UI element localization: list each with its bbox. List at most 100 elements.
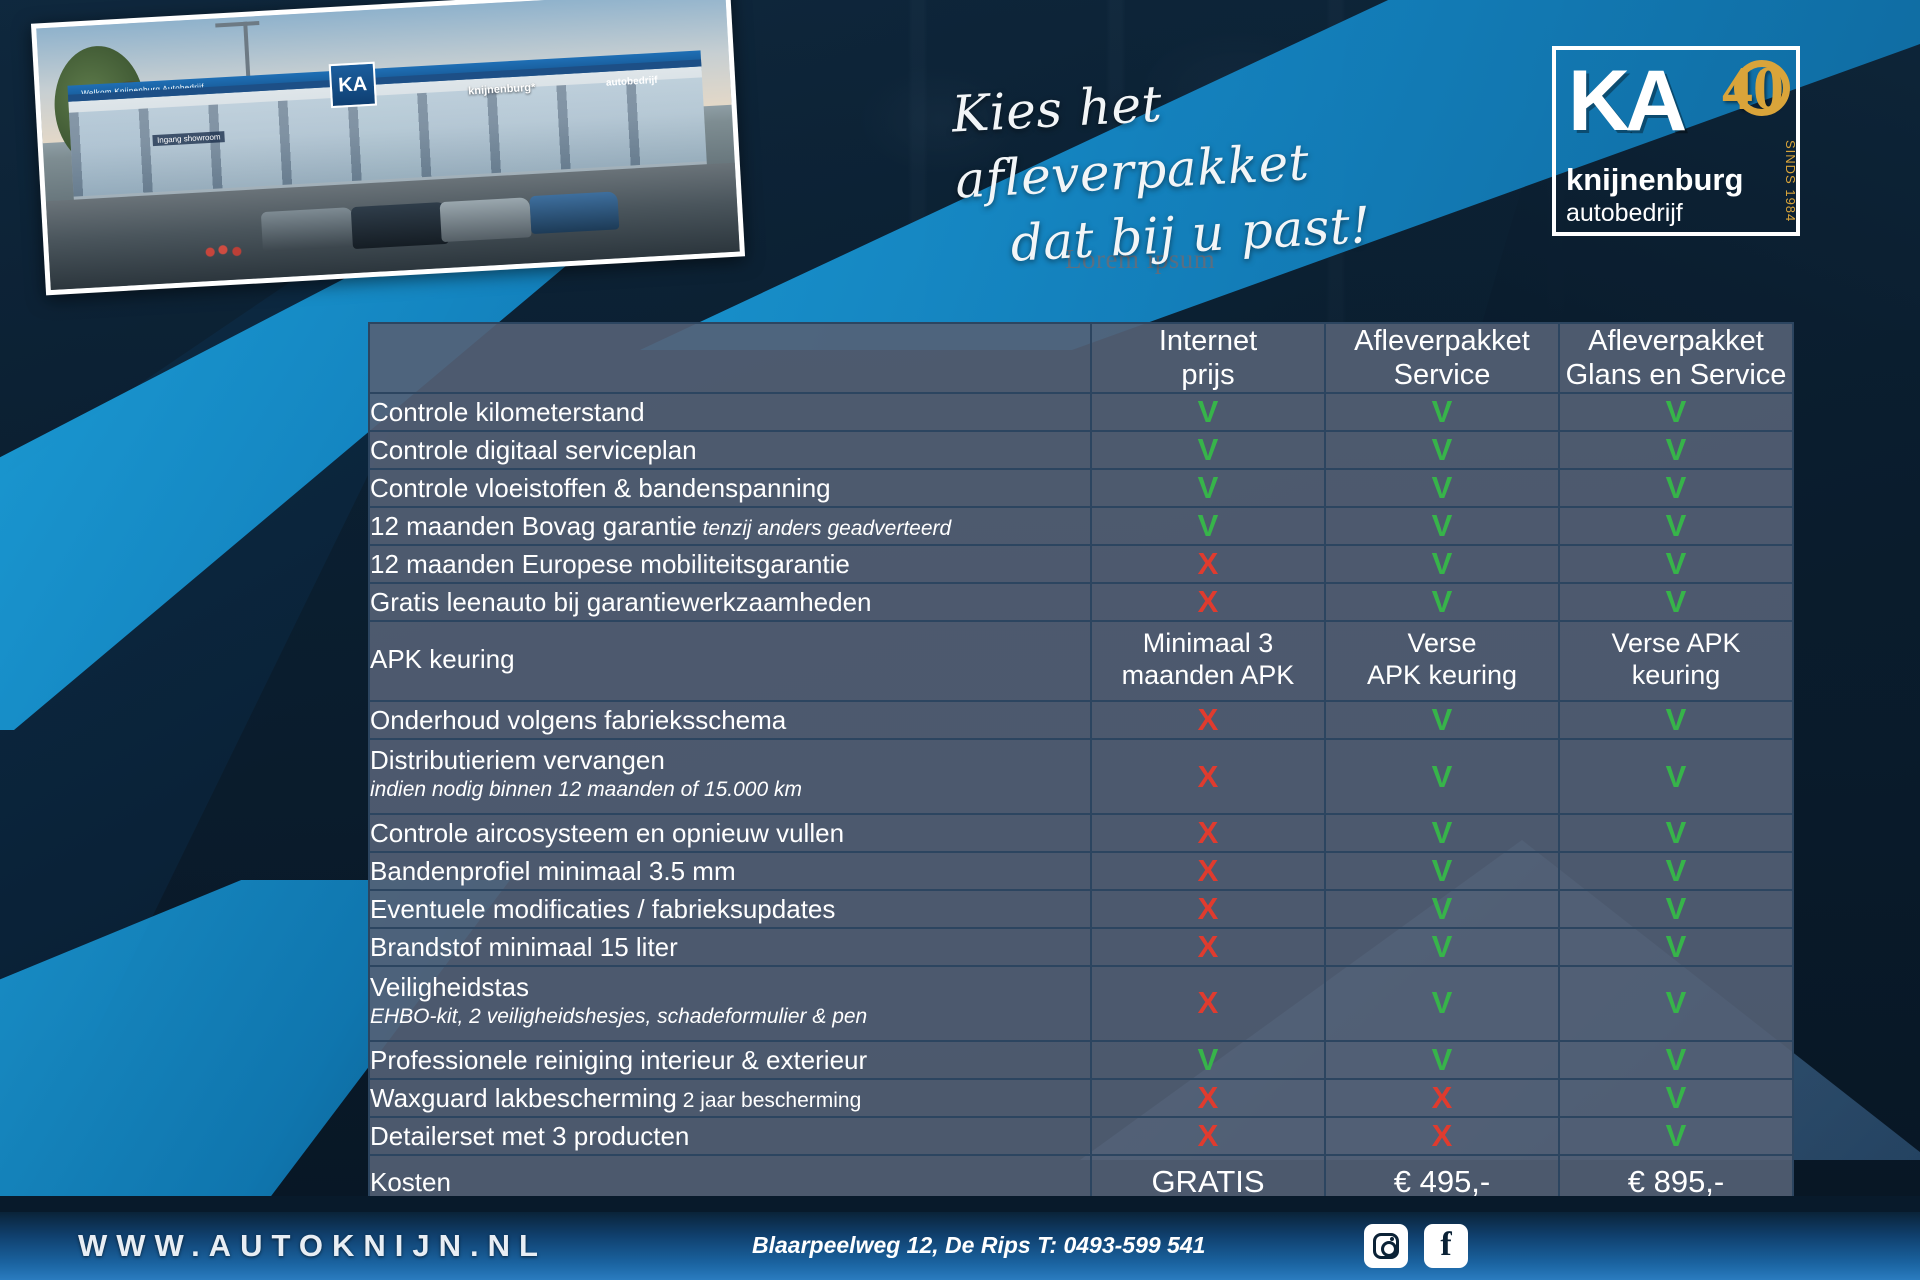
row-value-text: Verse APK keuring: [1324, 620, 1560, 703]
table-body: Controle kilometerstand V V V Controle digit…: [368, 392, 1794, 1212]
feature-text: Controle kilometerstand: [370, 397, 645, 428]
check-mark-icon: V: [1558, 582, 1794, 623]
feature-sub-note: indien nodig binnen 12 maanden of 15.000…: [370, 777, 802, 801]
feature-text: Brandstof minimaal 15 liter: [370, 931, 678, 962]
check-mark-icon: V: [1324, 813, 1560, 853]
header-afleverpakket-glans-service: Afleverpakket Glans en Service: [1558, 321, 1794, 395]
cross-mark-icon: X: [1324, 1115, 1560, 1156]
logo-sinds-text: SINDS 1984: [1783, 139, 1798, 222]
row-feature-label: Distributieriem vervangen indien nodig bi…: [368, 738, 1092, 815]
check-mark-icon: V: [1558, 965, 1794, 1042]
logo-anniversary-40: 40: [1722, 54, 1790, 125]
table-row: Onderhoud volgens fabrieksschema X V V: [368, 700, 1794, 741]
headline-line-1: Kies het afleverpakket: [950, 74, 1311, 210]
table-row: APK keuring Minimaal 3 maanden APK Verse APK…: [368, 620, 1794, 703]
feature-text: Waxguard lakbescherming: [370, 1082, 677, 1113]
cross-mark-icon: X: [1324, 1077, 1560, 1118]
cross-mark-icon: X: [1090, 927, 1326, 967]
header-glans-line1: Afleverpakket: [1588, 325, 1764, 357]
check-mark-icon: V: [1558, 851, 1794, 891]
row-feature-label: Professionele reiniging interieur & exte…: [368, 1039, 1092, 1080]
row-value-line: Verse: [1407, 628, 1477, 659]
row-value-line: APK keuring: [1366, 660, 1518, 691]
check-mark-icon: V: [1558, 544, 1794, 585]
row-feature-label: Controle aircosysteem en opnieuw vullen: [368, 813, 1092, 853]
feature-text: Eventuele modificaties / fabrieksupdates: [370, 893, 836, 924]
row-feature-label: Waxguard lakbescherming 2 jaar beschermi…: [368, 1077, 1092, 1118]
check-mark-icon: V: [1324, 738, 1560, 815]
feature-text: Controle aircosysteem en opnieuw vullen: [370, 817, 845, 848]
instagram-icon[interactable]: [1364, 1224, 1408, 1268]
cross-mark-icon: X: [1090, 889, 1326, 929]
table-row: Detailerset met 3 producten X X V: [368, 1115, 1794, 1156]
row-feature-label: Controle kilometerstand: [368, 392, 1092, 433]
row-feature-label: Controle digitaal serviceplan: [368, 430, 1092, 471]
check-mark-icon: V: [1558, 1115, 1794, 1156]
feature-sub-note: EHBO-kit, 2 veiligheidshesjes, schadefor…: [370, 1004, 868, 1028]
header-internet-prijs: Internet prijs: [1090, 321, 1326, 395]
row-feature-label: Onderhoud volgens fabrieksschema: [368, 700, 1092, 741]
footer-website-url[interactable]: WWW.AUTOKNIJN.NL: [78, 1228, 547, 1263]
footer-bar: [0, 1212, 1920, 1280]
check-mark-icon: V: [1558, 1077, 1794, 1118]
feature-text: Veiligheidstas: [370, 972, 529, 1002]
table-row: Distributieriem vervangen indien nodig bi…: [368, 738, 1794, 815]
header-service-line1: Afleverpakket: [1354, 325, 1530, 357]
row-value-text: Minimaal 3 maanden APK: [1090, 620, 1326, 703]
photo-car-3: [439, 196, 532, 242]
showroom-photo: Welkom Knijnenburg Autobedrijf KA knijne…: [36, 0, 740, 291]
table-row: Controle digitaal serviceplan V V V: [368, 430, 1794, 471]
cross-mark-icon: X: [1090, 582, 1326, 623]
brand-logo: KA 40 knijnenburg autobedrijf SINDS 1984: [1552, 46, 1800, 236]
photo-car-1: [260, 206, 355, 252]
row-value-line: keuring: [1631, 660, 1721, 691]
comparison-table: Internet prijs Afleverpakket Service Afl…: [368, 321, 1794, 1212]
row-feature-label: Bandenprofiel minimaal 3.5 mm: [368, 851, 1092, 891]
facebook-icon[interactable]: f: [1424, 1224, 1468, 1268]
feature-text: Controle digitaal serviceplan: [370, 435, 697, 466]
feature-text: Onderhoud volgens fabrieksschema: [370, 704, 787, 735]
check-mark-icon: V: [1090, 1039, 1326, 1080]
table-row: 12 maanden Europese mobiliteitsgarantie X…: [368, 544, 1794, 585]
check-mark-icon: V: [1090, 468, 1326, 509]
header-glans-line2: Glans en Service: [1565, 359, 1787, 392]
logo-40-ring-icon: [1734, 60, 1790, 116]
footer-address: Blaarpeelweg 12, De Rips T: 0493-599 541: [752, 1232, 1206, 1258]
cross-mark-icon: X: [1090, 965, 1326, 1042]
row-feature-label: APK keuring: [368, 620, 1092, 703]
feature-text: Controle vloeistoffen & bandenspanning: [370, 473, 831, 504]
row-feature-label: Controle vloeistoffen & bandenspanning: [368, 468, 1092, 509]
cross-mark-icon: X: [1090, 738, 1326, 815]
page-title: Kies het afleverpakket dat bij u past!: [950, 55, 1480, 280]
instagram-glyph-icon: [1373, 1233, 1399, 1259]
table-row: Brandstof minimaal 15 liter X V V: [368, 927, 1794, 967]
check-mark-icon: V: [1324, 965, 1560, 1042]
row-feature-label: Brandstof minimaal 15 liter: [368, 927, 1092, 967]
header-internet-line2: prijs: [1181, 359, 1235, 392]
cross-mark-icon: X: [1090, 813, 1326, 853]
check-mark-icon: V: [1090, 506, 1326, 547]
cross-mark-icon: X: [1090, 544, 1326, 585]
check-mark-icon: V: [1324, 700, 1560, 741]
table-row: Professionele reiniging interieur & exte…: [368, 1039, 1794, 1080]
ghost-lorem-text: Lorem ipsum: [1065, 244, 1216, 274]
row-feature-label: 12 maanden Europese mobiliteitsgarantie: [368, 544, 1092, 585]
check-mark-icon: V: [1558, 738, 1794, 815]
check-mark-icon: V: [1324, 582, 1560, 623]
feature-text: 12 maanden Europese mobiliteitsgarantie: [370, 549, 850, 580]
feature-text: Professionele reiniging interieur & exte…: [370, 1044, 868, 1075]
package-comparison-table: Internet prijs Afleverpakket Service Afl…: [368, 321, 1794, 1212]
check-mark-icon: V: [1324, 889, 1560, 929]
cross-mark-icon: X: [1090, 1077, 1326, 1118]
header-service-line2: Service: [1393, 359, 1491, 392]
row-feature-label: Eventuele modificaties / fabrieksupdates: [368, 889, 1092, 929]
table-row: Veiligheidstas EHBO-kit, 2 veiligheidshes…: [368, 965, 1794, 1042]
check-mark-icon: V: [1324, 851, 1560, 891]
table-head: Internet prijs Afleverpakket Service Afl…: [368, 321, 1794, 395]
check-mark-icon: V: [1324, 544, 1560, 585]
table-row: Waxguard lakbescherming 2 jaar beschermi…: [368, 1077, 1794, 1118]
logo-company-sub: autobedrijf: [1566, 199, 1683, 227]
table-row: Gratis leenauto bij garantiewerkzaamhede…: [368, 582, 1794, 623]
check-mark-icon: V: [1324, 506, 1560, 547]
